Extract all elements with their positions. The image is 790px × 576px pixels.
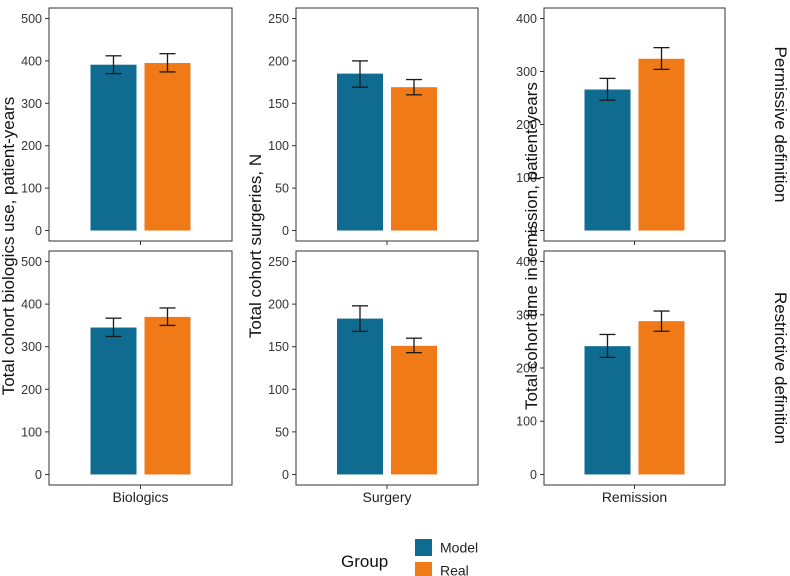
y-tick-label: 300: [516, 308, 537, 322]
bar-real: [638, 321, 685, 475]
y-axis-title-1: Total cohort surgeries, N: [246, 154, 265, 338]
y-tick-label: 300: [21, 97, 42, 111]
y-tick-label: 300: [516, 65, 537, 79]
panel-1-1: 0 50 100 150 200 250: [268, 250, 479, 489]
bar-real: [144, 63, 191, 231]
panel-border: [295, 250, 479, 486]
y-tick-label: 200: [21, 139, 42, 153]
panels-layer: 0100200300400500050100150200250010020030…: [21, 7, 726, 489]
x-axis-label-remission: Remission: [602, 489, 667, 505]
y-tick-label: 200: [268, 298, 289, 312]
y-tick-label: 500: [21, 12, 42, 26]
y-tick-label: 300: [21, 340, 42, 354]
y-tick-label: 0: [530, 468, 537, 482]
x-axis-label-biologics: Biologics: [112, 489, 168, 505]
y-tick-label: 250: [268, 12, 289, 26]
legend-label-real: Real: [440, 563, 469, 576]
bar-model: [90, 64, 137, 231]
panel-0-1: 0 50 100 150 200 250: [268, 7, 479, 245]
y-tick-label: 250: [268, 255, 289, 269]
y-tick-label: 100: [268, 383, 289, 397]
y-tick-label: 150: [268, 97, 289, 111]
panel-border: [543, 250, 726, 486]
bar-real: [391, 345, 437, 475]
y-axis-title-0: Total cohort biologics use, patient-year…: [0, 97, 18, 396]
y-tick-label: 0: [282, 224, 289, 238]
y-tick-label: 200: [516, 118, 537, 132]
y-tick-label: 200: [21, 383, 42, 397]
y-tick-label: 100: [516, 415, 537, 429]
facet-label-row-1: Restrictive definition: [771, 292, 790, 444]
panel-1-2: 0 100 200 300 400: [516, 250, 726, 489]
bar-real: [391, 87, 437, 231]
y-tick-label: 0: [282, 468, 289, 482]
y-tick-label: 100: [21, 182, 42, 196]
y-tick-label: 100: [268, 139, 289, 153]
y-tick-label: 0: [35, 224, 42, 238]
bar-real: [144, 316, 191, 475]
y-tick-label: 400: [516, 12, 537, 26]
facet-label-row-0: Permissive definition: [771, 47, 790, 203]
bar-model: [337, 73, 383, 231]
panel-border: [543, 7, 726, 242]
y-tick-label: 100: [516, 171, 537, 185]
y-tick-label: 50: [275, 182, 289, 196]
panel-1-0: 0 100 200 300 400 500: [21, 250, 233, 489]
panel-border: [295, 7, 479, 242]
panel-0-0: 0 100 200 300 400 500: [21, 7, 233, 245]
bar-real: [638, 58, 685, 231]
y-tick-label: 0: [35, 468, 42, 482]
y-tick-label: 500: [21, 255, 42, 269]
y-tick-label: 400: [21, 298, 42, 312]
bar-model: [337, 318, 383, 475]
y-tick-label: 200: [516, 362, 537, 376]
y-tick-label: 400: [21, 54, 42, 68]
legend-title: Group: [341, 552, 388, 571]
bar-model: [584, 346, 631, 475]
x-axis-label-surgery: Surgery: [362, 489, 411, 505]
y-tick-label: 400: [516, 255, 537, 269]
y-tick-label: 100: [21, 425, 42, 439]
y-tick-label: 200: [268, 54, 289, 68]
bar-model: [584, 89, 631, 231]
legend: Group Model Real: [341, 539, 478, 576]
panel-0-2: 0 100 200 300 400: [516, 7, 726, 245]
panel-border: [48, 7, 233, 242]
y-axis-title-2: Total cohort time in remission, patient-…: [522, 82, 541, 410]
labels-layer: Biologics Surgery Remission Total cohort bi…: [0, 47, 790, 505]
panel-border: [48, 250, 233, 486]
legend-key-model: [415, 539, 432, 556]
legend-label-model: Model: [440, 540, 478, 556]
y-tick-label: 0: [530, 224, 537, 238]
legend-key-real: [415, 562, 432, 576]
y-tick-label: 150: [268, 340, 289, 354]
y-tick-label: 50: [275, 425, 289, 439]
bar-model: [90, 327, 137, 475]
